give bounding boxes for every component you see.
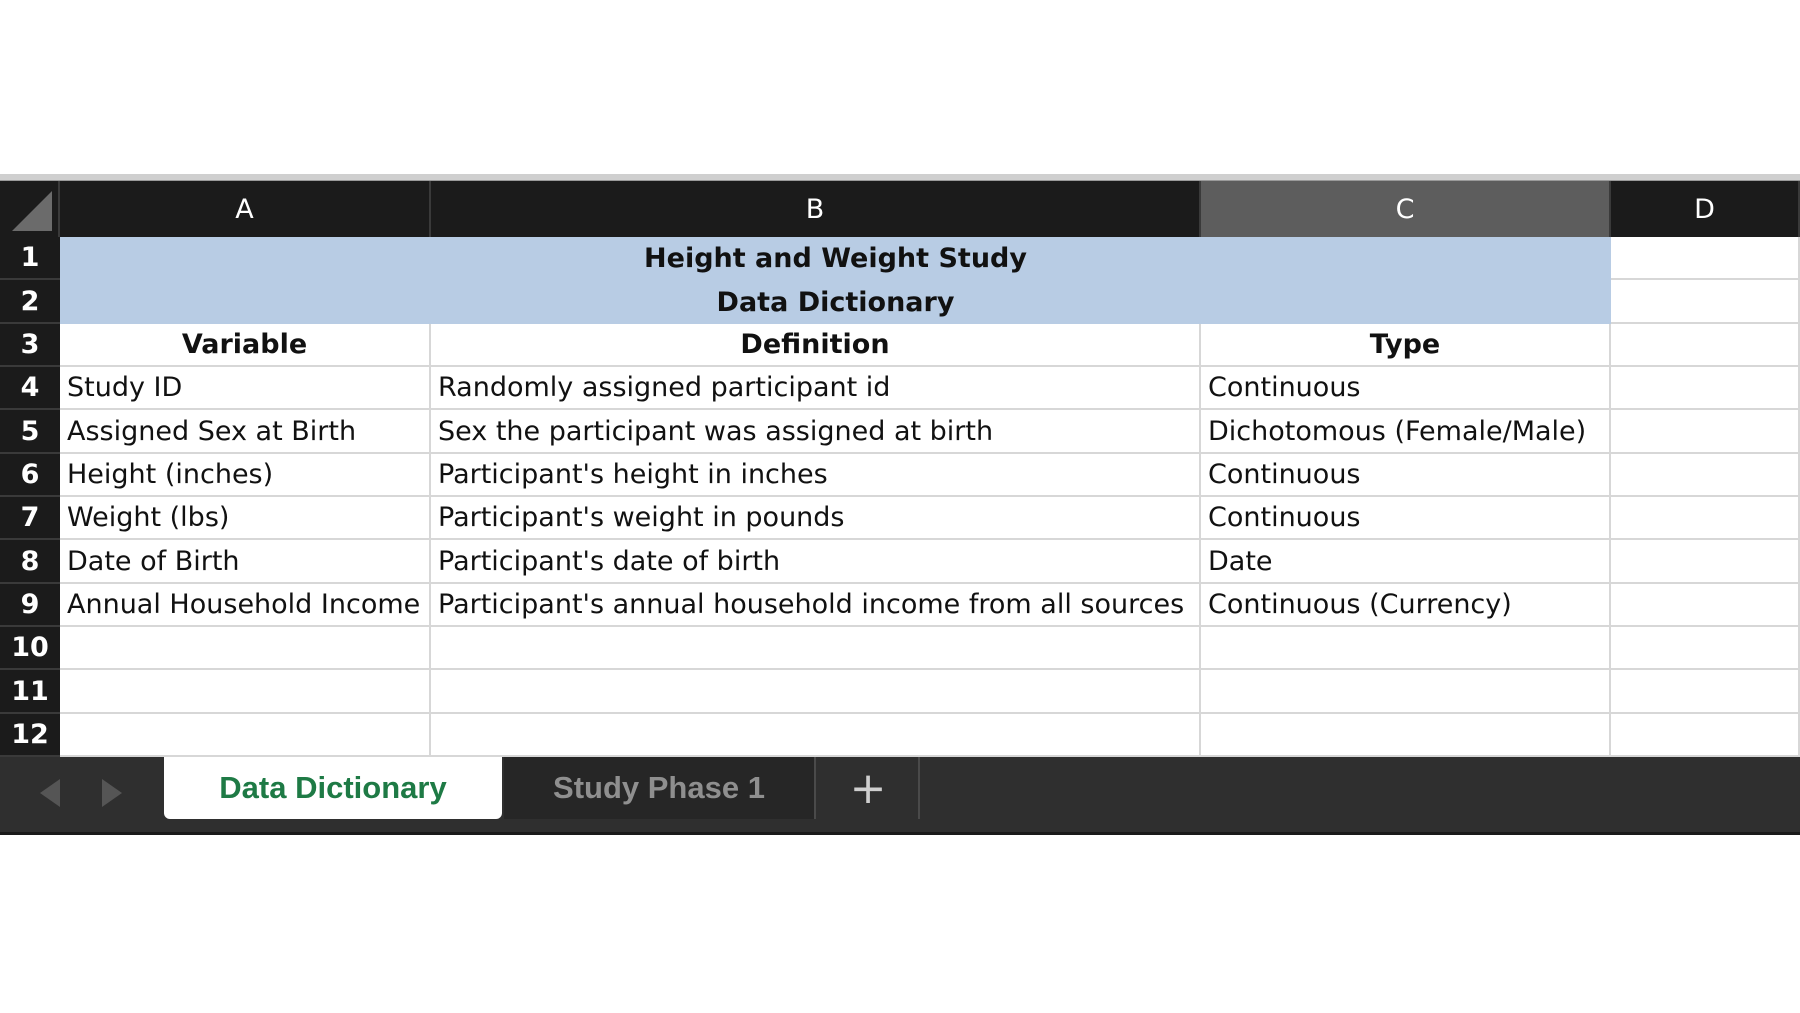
cell-b12[interactable] xyxy=(431,714,1201,757)
cell-d3[interactable] xyxy=(1611,324,1800,367)
cell-d4[interactable] xyxy=(1611,367,1800,410)
triangle-right-icon[interactable] xyxy=(102,779,122,807)
cell-a10[interactable] xyxy=(60,627,431,670)
cell-c11[interactable] xyxy=(1201,670,1611,714)
cell-b5[interactable]: Sex the participant was assigned at birt… xyxy=(431,410,1201,454)
cell-a9[interactable]: Annual Household Income xyxy=(60,584,431,627)
header-definition[interactable]: Definition xyxy=(431,324,1201,367)
column-header-a[interactable]: A xyxy=(60,181,431,237)
study-title: Height and Weight Study xyxy=(644,243,1027,274)
cell-a12[interactable] xyxy=(60,714,431,757)
cell-d8[interactable] xyxy=(1611,540,1800,584)
cell-a5[interactable]: Assigned Sex at Birth xyxy=(60,410,431,454)
title-merged-cell[interactable] xyxy=(60,237,1611,324)
cell-c10[interactable] xyxy=(1201,627,1611,670)
cell-b10[interactable] xyxy=(431,627,1201,670)
cell-c9[interactable]: Continuous (Currency) xyxy=(1201,584,1611,627)
row-header-1[interactable]: 1 xyxy=(0,237,60,280)
tab-study-phase-1[interactable]: Study Phase 1 xyxy=(504,757,816,819)
cell-d12[interactable] xyxy=(1611,714,1800,757)
cell-c7[interactable]: Continuous xyxy=(1201,497,1611,540)
dictionary-subtitle: Data Dictionary xyxy=(716,287,955,318)
cell-d5[interactable] xyxy=(1611,410,1800,454)
cell-d9[interactable] xyxy=(1611,584,1800,627)
row-header-10[interactable]: 10 xyxy=(0,627,60,670)
toolbar-divider xyxy=(0,174,1800,181)
cell-a8[interactable]: Date of Birth xyxy=(60,540,431,584)
row-header-3[interactable]: 3 xyxy=(0,324,60,367)
column-header-b[interactable]: B xyxy=(431,181,1201,237)
row-header-7[interactable]: 7 xyxy=(0,497,60,540)
cell-grid: Height and Weight Study Data Dictionary … xyxy=(60,237,1800,757)
cell-c8[interactable]: Date xyxy=(1201,540,1611,584)
cell-c4[interactable]: Continuous xyxy=(1201,367,1611,410)
header-type[interactable]: Type xyxy=(1201,324,1611,367)
select-all-corner-icon xyxy=(12,191,52,231)
cell-a6[interactable]: Height (inches) xyxy=(60,454,431,497)
cell-b6[interactable]: Participant's height in inches xyxy=(431,454,1201,497)
cell-b8[interactable]: Participant's date of birth xyxy=(431,540,1201,584)
triangle-left-icon[interactable] xyxy=(40,779,60,807)
sheet-tab-bar: Data Dictionary Study Phase 1 + xyxy=(0,757,1800,835)
cell-b7[interactable]: Participant's weight in pounds xyxy=(431,497,1201,540)
cell-c6[interactable]: Continuous xyxy=(1201,454,1611,497)
cell-d2[interactable] xyxy=(1611,280,1800,324)
spreadsheet: A B C D 1 2 3 4 5 6 7 8 9 10 11 12 Heigh… xyxy=(0,174,1800,840)
row-header-6[interactable]: 6 xyxy=(0,454,60,497)
cell-d6[interactable] xyxy=(1611,454,1800,497)
cell-a11[interactable] xyxy=(60,670,431,714)
cell-a7[interactable]: Weight (lbs) xyxy=(60,497,431,540)
column-header-d[interactable]: D xyxy=(1611,181,1800,237)
row-header-2[interactable]: 2 xyxy=(0,280,60,324)
row-header-4[interactable]: 4 xyxy=(0,367,60,410)
cell-b11[interactable] xyxy=(431,670,1201,714)
cell-d11[interactable] xyxy=(1611,670,1800,714)
select-all-button[interactable] xyxy=(0,181,60,237)
cell-b9[interactable]: Participant's annual household income fr… xyxy=(431,584,1201,627)
cell-b4[interactable]: Randomly assigned participant id xyxy=(431,367,1201,410)
cell-a4[interactable]: Study ID xyxy=(60,367,431,410)
row-header-11[interactable]: 11 xyxy=(0,670,60,714)
row-header-5[interactable]: 5 xyxy=(0,410,60,454)
tab-data-dictionary[interactable]: Data Dictionary xyxy=(164,757,502,819)
cell-d1[interactable] xyxy=(1611,237,1800,280)
cell-d10[interactable] xyxy=(1611,627,1800,670)
header-variable[interactable]: Variable xyxy=(60,324,431,367)
add-sheet-button[interactable]: + xyxy=(818,757,920,819)
cell-d7[interactable] xyxy=(1611,497,1800,540)
row-header-9[interactable]: 9 xyxy=(0,584,60,627)
row-header-12[interactable]: 12 xyxy=(0,714,60,757)
cell-c5[interactable]: Dichotomous (Female/Male) xyxy=(1201,410,1611,454)
row-header-8[interactable]: 8 xyxy=(0,540,60,584)
column-header-c[interactable]: C xyxy=(1201,181,1611,237)
cell-c12[interactable] xyxy=(1201,714,1611,757)
